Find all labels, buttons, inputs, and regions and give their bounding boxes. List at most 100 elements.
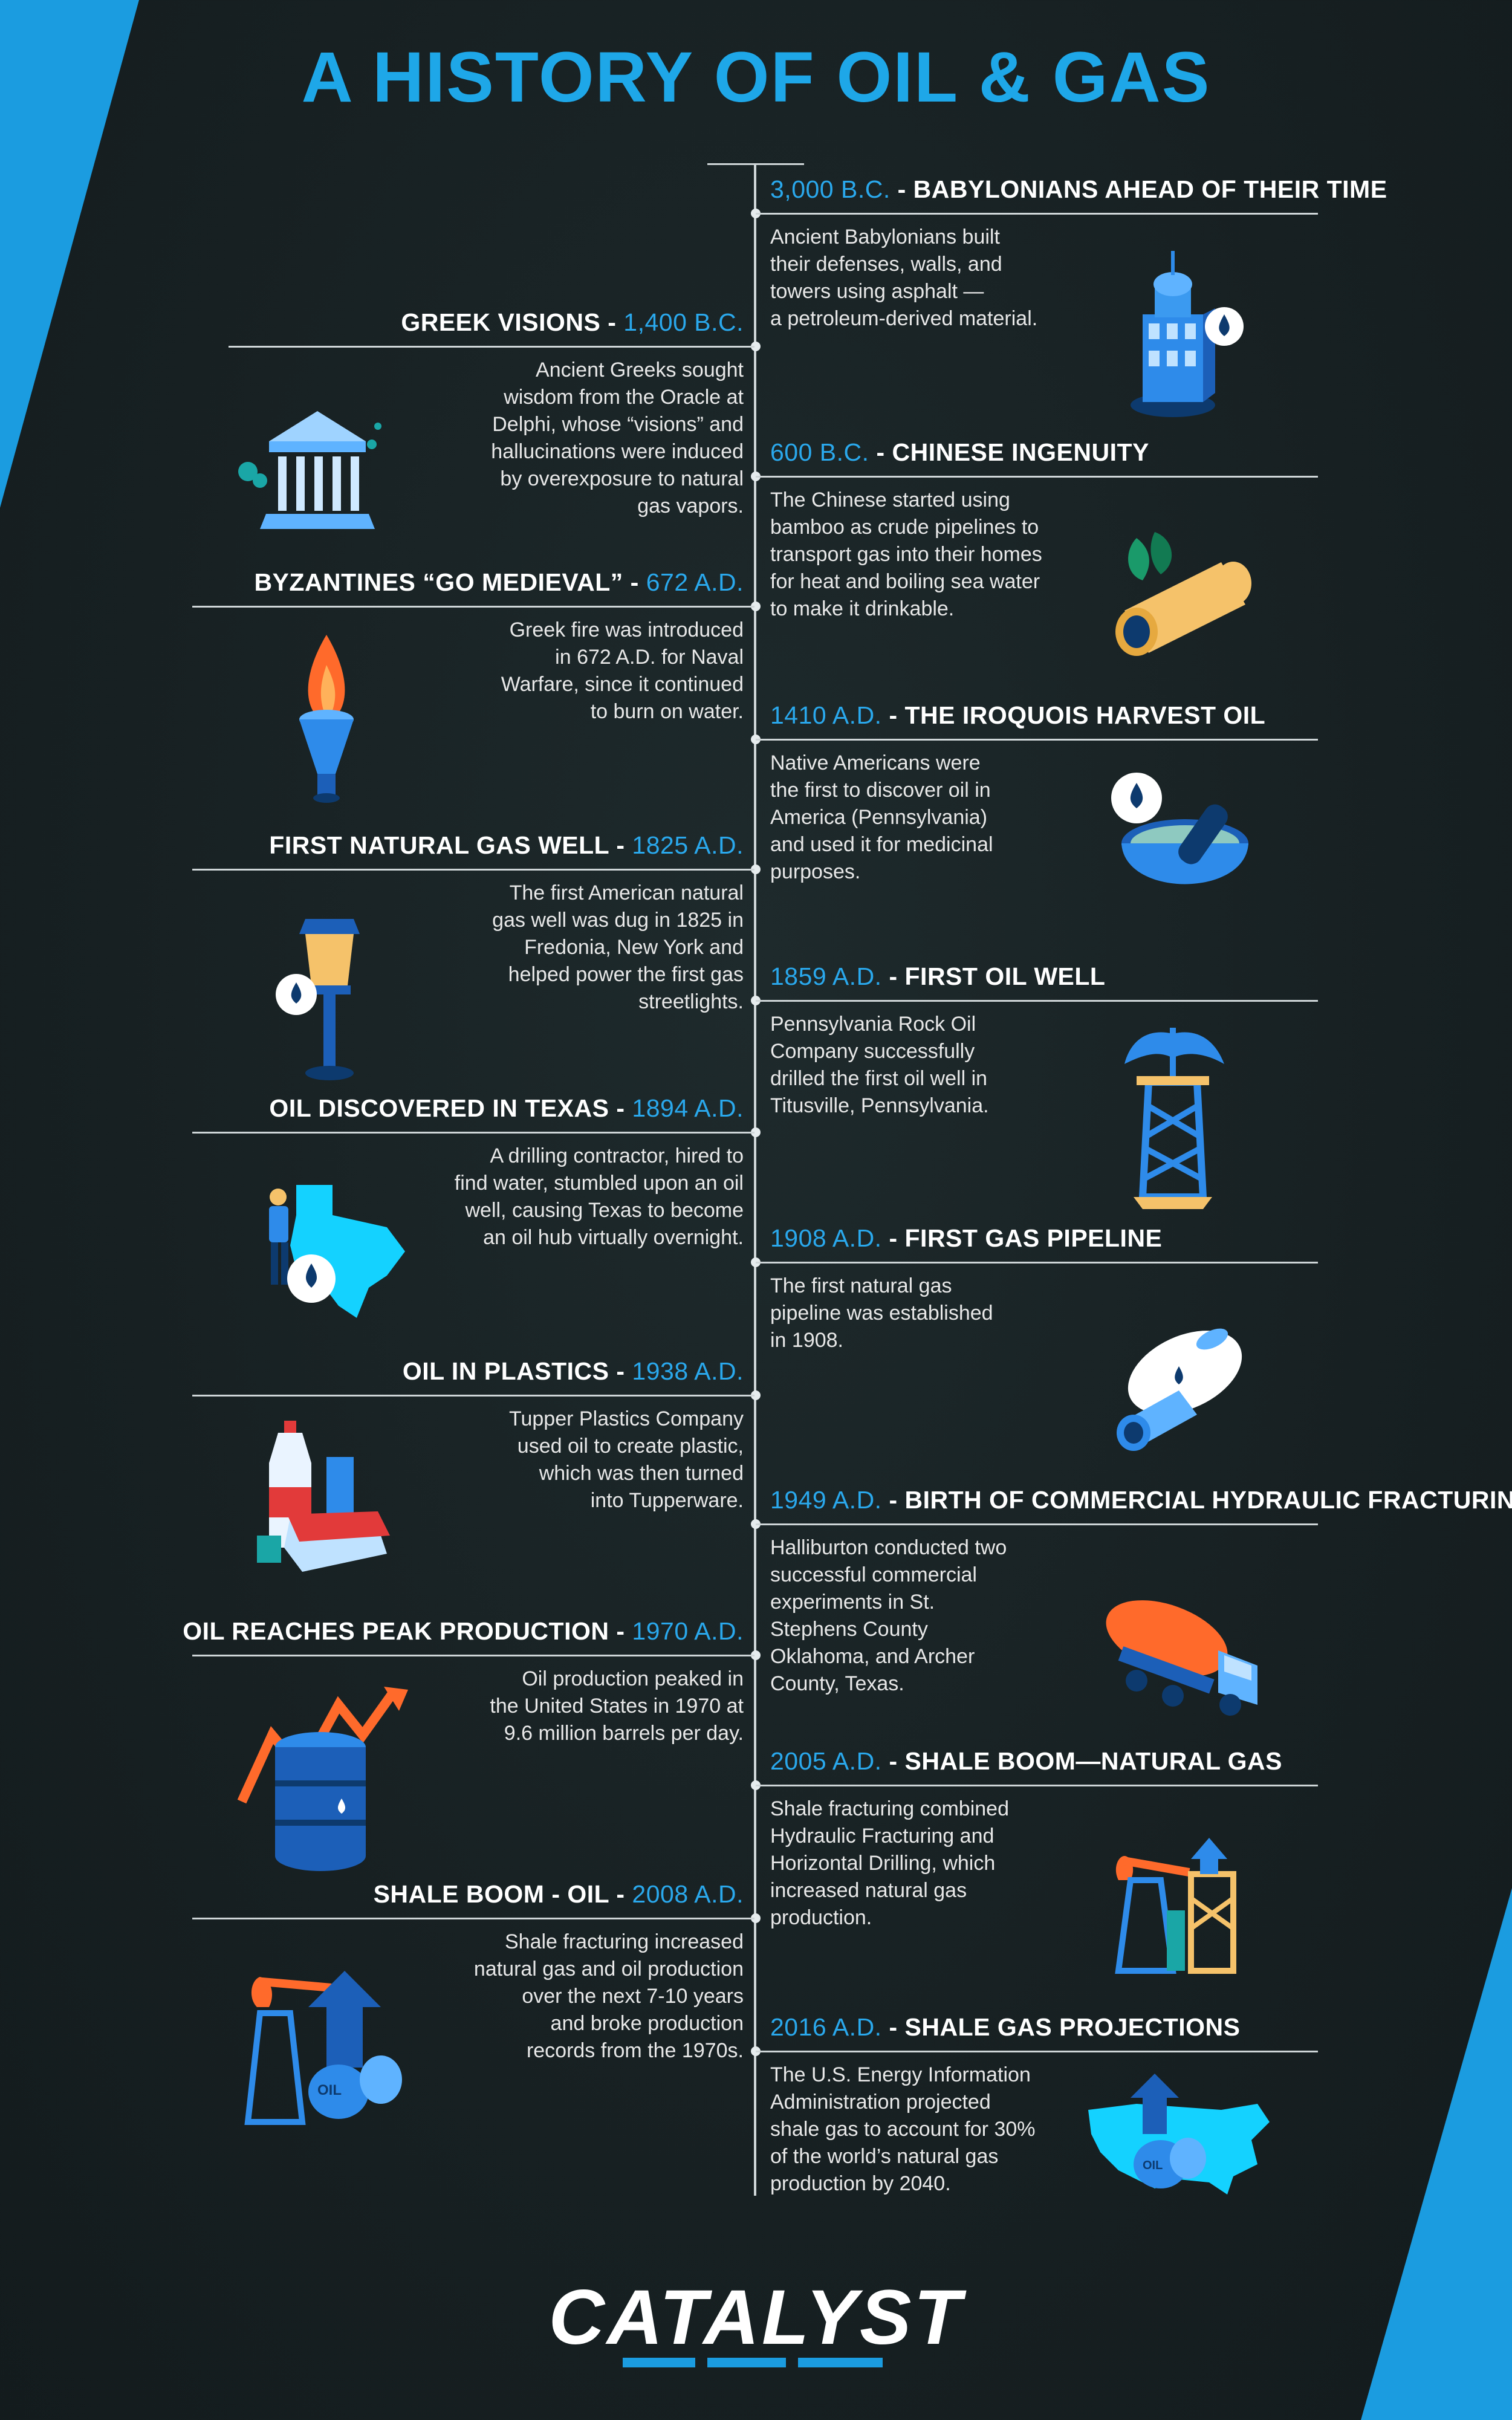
- description-line: in 672 A.D. for Naval: [555, 646, 744, 669]
- entry-description: The first American natural gas well was d…: [405, 880, 744, 1016]
- description-line: Administration projected: [770, 2091, 991, 2113]
- entry-divider: [756, 1523, 1318, 1525]
- description-line: The first American natural: [509, 881, 744, 904]
- description-line: A drilling contractor, hired to: [490, 1144, 744, 1167]
- entry-date: 1859 A.D.: [770, 962, 882, 990]
- description-line: over the next 7-10 years: [522, 1985, 744, 2008]
- timeline-node: [751, 1650, 761, 1660]
- description-line: an oil hub virtually overnight.: [483, 1226, 744, 1249]
- description-line: wisdom from the Oracle at: [504, 386, 744, 409]
- entry-description: Shale fracturing combined Hydraulic Fract…: [770, 1796, 1109, 1932]
- entry-date: 1908 A.D.: [770, 1224, 882, 1252]
- entry-divider: [192, 1132, 754, 1134]
- description-line: Hydraulic Fracturing and: [770, 1825, 994, 1847]
- timeline-axis: [754, 164, 756, 2196]
- entry-description: Halliburton conducted two successful comm…: [770, 1534, 1109, 1698]
- description-line: hallucinations were induced: [491, 440, 744, 463]
- entry-title: THE IROQUOIS HARVEST OIL: [904, 701, 1266, 729]
- entry-heading: BYZANTINES “GO MEDIEVAL” - 672 A.D.: [254, 568, 744, 596]
- description-line: streetlights.: [638, 990, 744, 1013]
- entry-description: The first natural gas pipeline was establ…: [770, 1273, 1109, 1354]
- description-line: helped power the first gas: [508, 963, 744, 986]
- entry-divider: [192, 606, 754, 608]
- entry-heading: 2016 A.D. - SHALE GAS PROJECTIONS: [770, 2013, 1241, 2041]
- description-line: by overexposure to natural: [500, 467, 744, 490]
- entry-description: Native Americans were the first to discov…: [770, 750, 1109, 886]
- catalyst-logo: CATALYST: [548, 2274, 964, 2361]
- description-line: gas vapors.: [637, 495, 744, 517]
- description-line: gas well was dug in 1825 in: [492, 909, 744, 932]
- description-line: used oil to create plastic,: [517, 1435, 744, 1458]
- entry-title: GREEK VISIONS: [401, 308, 601, 336]
- entry-date: 2005 A.D.: [770, 1747, 882, 1775]
- timeline-node: [751, 865, 761, 874]
- svg-text:OIL: OIL: [1143, 2159, 1163, 2172]
- description-line: Company successfully: [770, 1040, 975, 1063]
- description-line: Fredonia, New York and: [524, 936, 744, 959]
- entry-divider: [192, 1918, 754, 1919]
- description-line: pipeline was established: [770, 1302, 993, 1325]
- pump-jack-rig-icon: [1115, 1838, 1236, 1974]
- entry-divider: [756, 739, 1318, 741]
- description-line: Halliburton conducted two: [770, 1536, 1007, 1559]
- entry-title: OIL IN PLASTICS: [402, 1357, 609, 1385]
- entry-divider: [756, 213, 1318, 215]
- entry-date: 2008 A.D.: [632, 1880, 744, 1908]
- logo-underline: [611, 2358, 913, 2369]
- entry-heading: 1908 A.D. - FIRST GAS PIPELINE: [770, 1224, 1163, 1252]
- entry-description: The Chinese started using bamboo as crude…: [770, 487, 1109, 623]
- entry-divider: [756, 1000, 1318, 1002]
- description-line: into Tupperware.: [590, 1489, 744, 1512]
- description-line: Ancient Greeks sought: [536, 358, 744, 381]
- entry-title: FIRST GAS PIPELINE: [904, 1224, 1163, 1252]
- entry-heading: OIL DISCOVERED IN TEXAS - 1894 A.D.: [269, 1094, 744, 1122]
- entry-title: SHALE BOOM - OIL: [373, 1880, 609, 1908]
- description-line: to burn on water.: [590, 700, 744, 723]
- description-line: The U.S. Energy Information: [770, 2063, 1031, 2086]
- timeline-node: [751, 1127, 761, 1137]
- timeline-node: [751, 602, 761, 611]
- description-line: Pennsylvania Rock Oil: [770, 1013, 976, 1036]
- description-line: their defenses, walls, and: [770, 253, 1002, 276]
- tower-icon: [1131, 251, 1244, 417]
- entry-date: 1825 A.D.: [632, 831, 744, 859]
- entry-description: Pennsylvania Rock Oil Company successfull…: [770, 1011, 1109, 1120]
- description-line: purposes.: [770, 860, 861, 883]
- description-line: successful commercial: [770, 1563, 977, 1586]
- entry-divider: [756, 2051, 1318, 2052]
- description-line: the United States in 1970 at: [490, 1695, 744, 1718]
- description-line: drilled the first oil well in: [770, 1067, 988, 1090]
- description-line: bamboo as crude pipelines to: [770, 516, 1039, 539]
- description-line: natural gas and oil production: [473, 1958, 744, 1980]
- description-line: experiments in St.: [770, 1591, 935, 1614]
- entry-heading: SHALE BOOM - OIL - 2008 A.D.: [373, 1880, 744, 1908]
- left-accent-stripe: [0, 0, 139, 508]
- right-accent-stripe: [1361, 1888, 1512, 2420]
- description-line: and used it for medicinal: [770, 833, 993, 856]
- entry-date: 3,000 B.C.: [770, 175, 891, 203]
- description-line: increased natural gas: [770, 1879, 967, 1902]
- description-line: Shale fracturing increased: [504, 1930, 744, 1953]
- entry-description: Ancient Greeks sought wisdom from the Ora…: [405, 357, 744, 520]
- entry-description: Greek fire was introduced in 672 A.D. for…: [405, 617, 744, 725]
- entry-date: 1894 A.D.: [632, 1094, 744, 1122]
- description-line: of the world’s natural gas: [770, 2145, 999, 2168]
- entry-description: A drilling contractor, hired to find wate…: [405, 1143, 744, 1251]
- description-line: The first natural gas: [770, 1274, 952, 1297]
- entry-divider: [192, 1395, 754, 1397]
- entry-divider: [192, 869, 754, 871]
- entry-heading: 1949 A.D. - BIRTH OF COMMERCIAL HYDRAULI…: [770, 1486, 1512, 1514]
- description-line: a petroleum-derived material.: [770, 307, 1038, 330]
- description-line: shale gas to account for 30%: [770, 2118, 1036, 2141]
- description-line: Tupper Plastics Company: [508, 1407, 744, 1430]
- entry-heading: FIRST NATURAL GAS WELL - 1825 A.D.: [269, 831, 744, 859]
- description-line: Titusville, Pennsylvania.: [770, 1094, 989, 1117]
- entry-title: BYZANTINES “GO MEDIEVAL”: [254, 568, 623, 596]
- entry-divider: [229, 346, 754, 348]
- entry-heading: 600 B.C. - CHINESE INGENUITY: [770, 438, 1149, 466]
- texas-worker-icon: [269, 1185, 405, 1318]
- entry-date: 1970 A.D.: [632, 1617, 744, 1645]
- gas-tank-pipe-icon: [1117, 1328, 1242, 1451]
- description-line: Delphi, whose “visions” and: [492, 413, 744, 436]
- entry-title: OIL DISCOVERED IN TEXAS: [269, 1094, 609, 1122]
